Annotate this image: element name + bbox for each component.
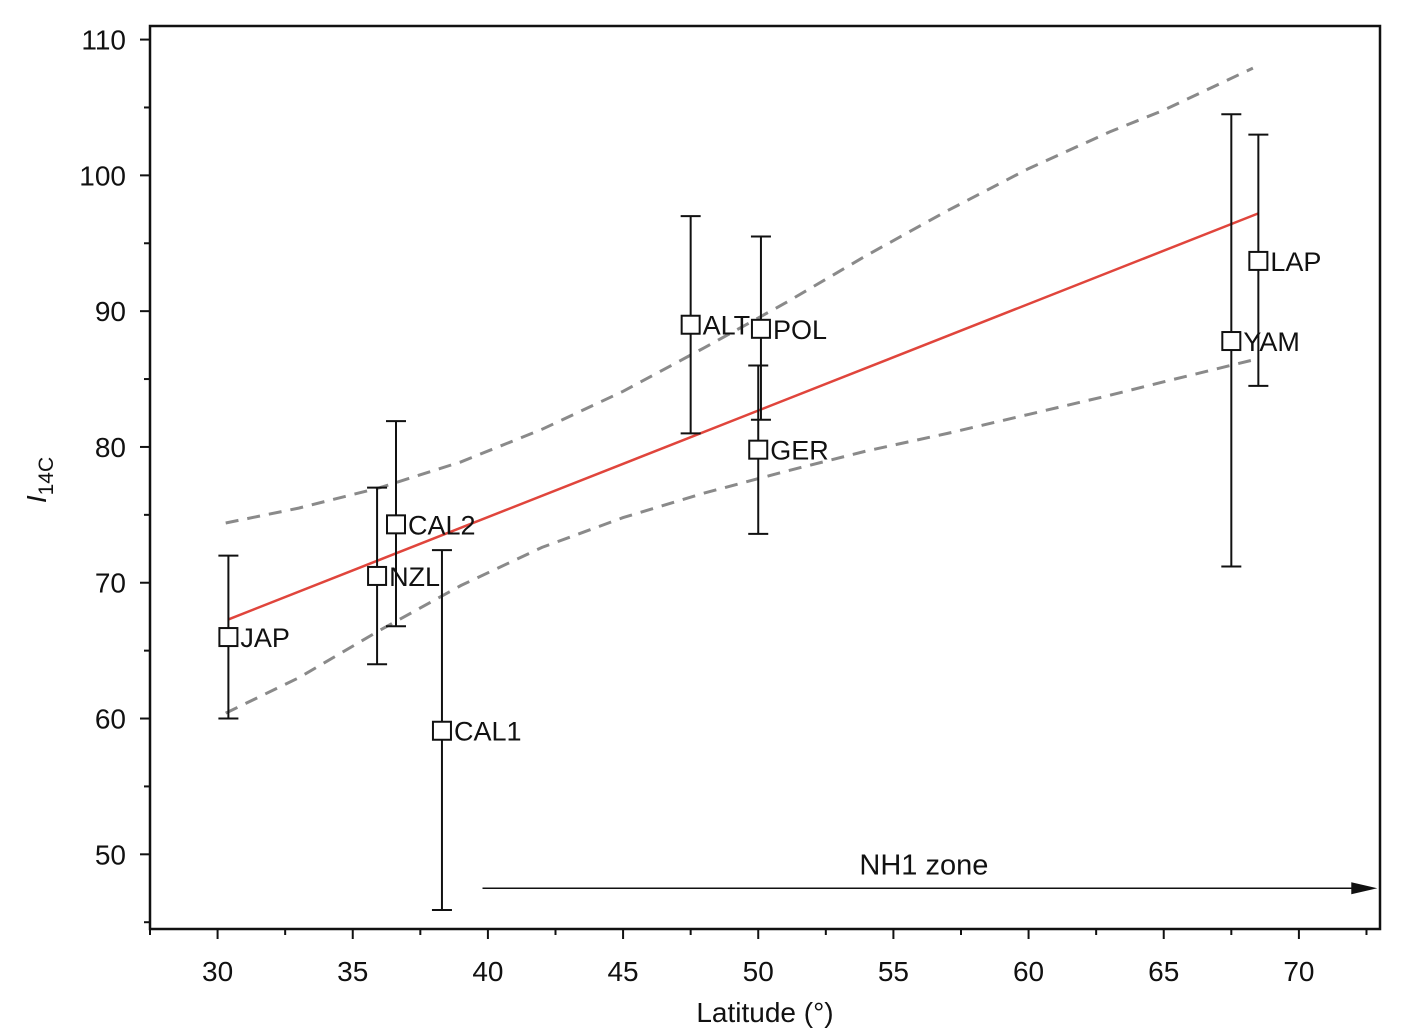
data-points: JAP NZL CAL2 CAL1 ALT POL GER YAM LAP [218, 247, 1321, 747]
data-point-ger [748, 439, 769, 460]
fit-line [227, 212, 1259, 621]
x-axis-title: Latitude (°) [696, 997, 833, 1028]
point-label-cal1: CAL1 [454, 717, 522, 747]
y-tick-label: 110 [81, 25, 126, 56]
x-tick-label: 65 [1148, 956, 1179, 987]
confidence-band [225, 66, 1254, 715]
nh1-zone-arrow-head [1351, 882, 1378, 895]
point-label-lap: LAP [1270, 247, 1321, 277]
y-tick-label: 100 [79, 160, 126, 191]
point-label-ger: GER [770, 436, 829, 466]
y-tick-label: 60 [95, 704, 126, 735]
y-tick-label: 70 [95, 568, 126, 599]
data-point-cal1 [431, 720, 452, 741]
annotation-arrow: NH1 zone [482, 849, 1378, 895]
confidence-band-upper [225, 66, 1254, 525]
point-label-nzl: NZL [389, 562, 440, 592]
plot-frame [148, 24, 1382, 931]
nh1-zone-label: NH1 zone [859, 849, 988, 881]
point-label-yam: YAM [1243, 327, 1300, 357]
x-tick-label: 70 [1283, 956, 1314, 987]
y-axis-title: I14C [21, 457, 58, 503]
point-label-pol: POL [773, 315, 827, 345]
point-label-alt: ALT [703, 311, 751, 341]
x-tick-label: 60 [1013, 956, 1044, 987]
y-tick-label: 90 [95, 296, 126, 327]
x-tick-label: 40 [472, 956, 503, 987]
regression-line [227, 212, 1259, 621]
data-point-nzl [367, 565, 388, 586]
x-tick-label: 55 [878, 956, 909, 987]
point-label-cal2: CAL2 [408, 510, 476, 540]
data-point-lap [1248, 250, 1269, 271]
data-point-alt [680, 314, 701, 335]
data-point-yam [1221, 331, 1242, 352]
y-tick-label: 80 [95, 432, 126, 463]
error-bars [218, 113, 1269, 911]
x-tick-label: 35 [337, 956, 368, 987]
x-tick-label: 30 [202, 956, 233, 987]
data-point-jap [218, 627, 239, 648]
x-tick-label: 45 [607, 956, 638, 987]
point-label-jap: JAP [240, 623, 290, 653]
x-tick-label: 50 [743, 956, 774, 987]
y-axis-title-subscript: 14C [35, 457, 58, 496]
y-tick-label: 50 [95, 839, 126, 870]
confidence-band-lower [225, 358, 1254, 715]
data-point-pol [750, 318, 771, 339]
y-axis-title-main: I [21, 495, 52, 503]
data-point-cal2 [386, 514, 406, 535]
axis-ticks: 30 35 40 45 50 55 60 65 70 50 60 70 80 90 100 110 [79, 25, 1368, 987]
